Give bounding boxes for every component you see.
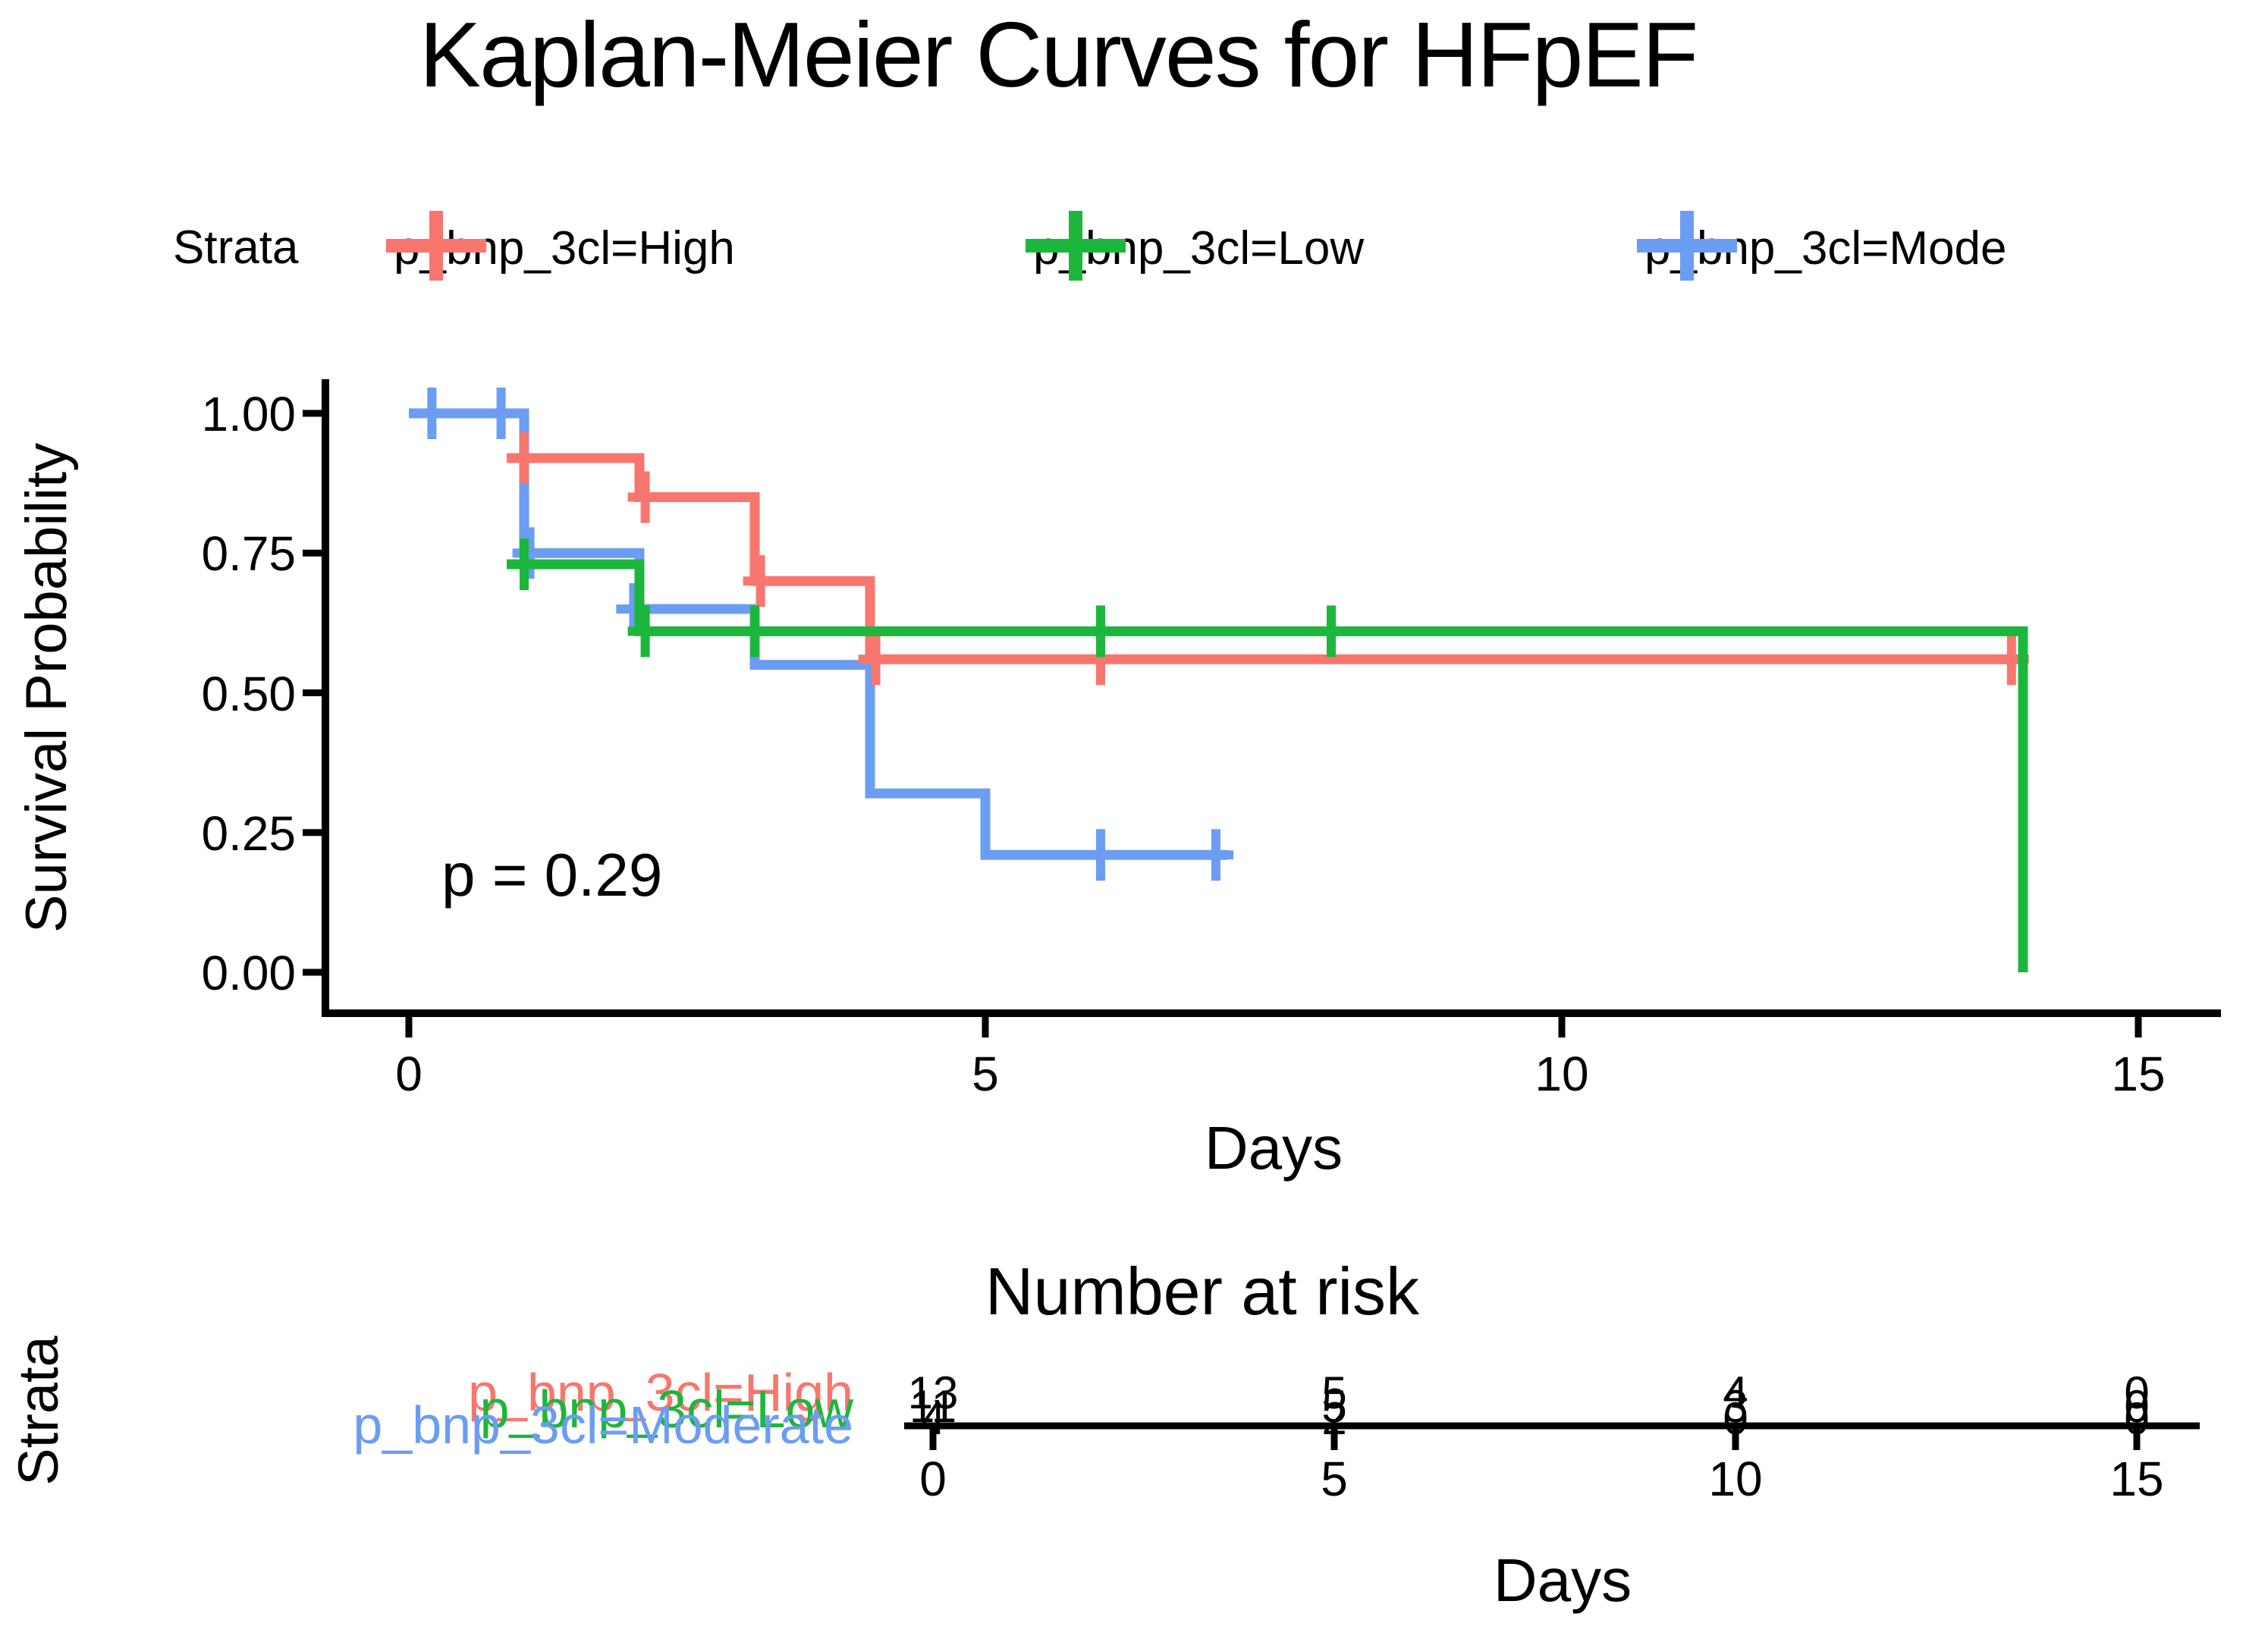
risk-count-p_bnp_3cl=Low: 5 [1321,1381,1347,1432]
risk-count-p_bnp_3cl=High: 0 [2124,1367,2150,1418]
chart-title: Kaplan-Meier Curves for HFpEF [419,3,1698,106]
risk-count-p_bnp_3cl=Low: 11 [909,1381,957,1432]
risk-x-tick-label: 5 [1321,1452,1348,1506]
legend-item-moderate: p_bnp_3cl=Mode [1634,206,2006,290]
risk-count-p_bnp_3cl=High: 13 [907,1367,959,1418]
legend-item-low: p_bnp_3cl=Low [1022,206,1364,290]
risk-count-p_bnp_3cl=Moderate: 0 [1723,1393,1748,1444]
legend-item-high: p_bnp_3cl=High [383,206,735,290]
risk-x-tick-label: 10 [1708,1452,1763,1506]
censor-plus-icon [1026,211,1126,281]
risk-count-p_bnp_3cl=High: 4 [1723,1367,1748,1418]
risk-count-p_bnp_3cl=Low: 0 [2124,1381,2150,1432]
censor-plus-icon [386,211,486,281]
pvalue-annotation: p = 0.29 [441,841,663,909]
risk-count-p_bnp_3cl=Low: 3 [1723,1381,1748,1432]
censor-plus-icon [1637,211,1737,281]
km-curve-p_bnp_3cl=High [507,453,2023,664]
risk-row-label-high: p_bnp_3cl=High [468,1363,853,1422]
risk-x-tick-label: 15 [2109,1452,2164,1506]
risk-x-axis-title: Days [1493,1546,1632,1614]
risk-row-label-low: p_bnp_3cl=Low [479,1380,853,1439]
x-tick-label: 10 [1535,1047,1589,1101]
risk-count-p_bnp_3cl=Moderate: 0 [2124,1393,2150,1444]
y-axis-title: Survival Probability [14,442,79,934]
risk-x-tick-label: 0 [919,1452,947,1506]
y-tick-label: 0.50 [201,666,296,721]
x-tick-label: 0 [395,1047,423,1101]
y-tick-label: 1.00 [201,387,296,441]
x-tick-label: 5 [972,1047,999,1101]
km-curve-p_bnp_3cl=Low [507,559,2028,972]
risk-table-title: Number at risk [985,1254,1420,1329]
risk-count-p_bnp_3cl=Moderate: 4 [920,1393,946,1444]
y-tick-label: 0.25 [201,805,296,861]
risk-count-p_bnp_3cl=High: 5 [1321,1367,1347,1418]
risk-row-label-moderate: p_bnp_3cl=Moderate [353,1395,853,1455]
x-tick-label: 15 [2111,1047,2166,1101]
legend-title: Strata [173,221,299,274]
x-axis-title: Days [1204,1114,1343,1182]
y-tick-label: 0.00 [201,946,296,1000]
y-tick-label: 0.75 [201,526,296,582]
risk-count-p_bnp_3cl=Moderate: 2 [1321,1393,1347,1444]
